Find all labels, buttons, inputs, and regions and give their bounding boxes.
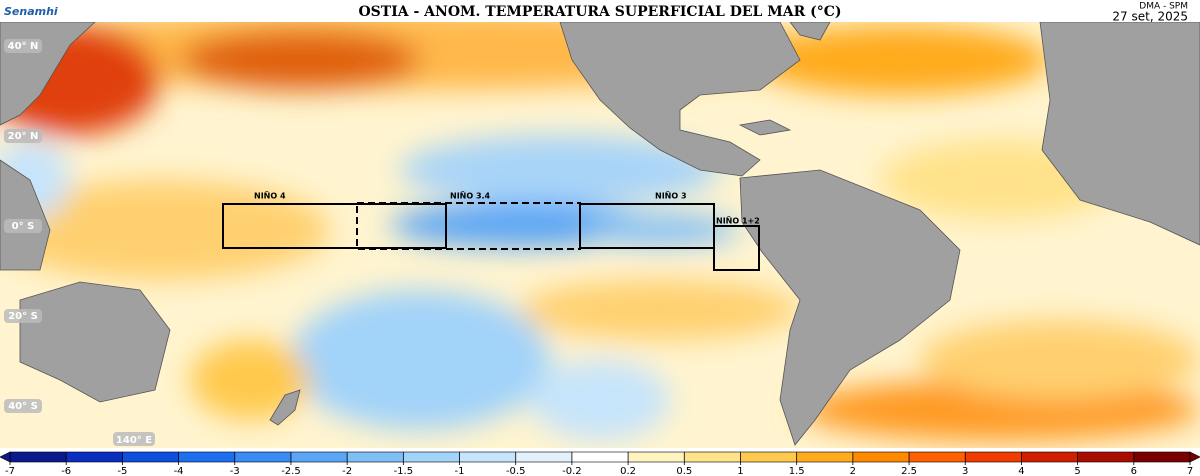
lon-label: 140° E bbox=[116, 435, 152, 446]
nino12-box bbox=[713, 225, 760, 271]
colorbar-tick-label: -1 bbox=[455, 466, 465, 476]
colorbar-segment bbox=[10, 452, 67, 462]
colorbar-segment bbox=[1021, 452, 1079, 462]
colorbar-segment bbox=[459, 452, 517, 462]
colorbar-segment bbox=[740, 452, 798, 462]
colorbar-tick-label: -2.5 bbox=[281, 466, 301, 476]
logo: Senamhi bbox=[4, 5, 58, 18]
lat-label-box bbox=[4, 219, 42, 233]
colorbar-tick-label: 2.5 bbox=[901, 466, 917, 476]
colorbar-segment bbox=[628, 452, 685, 462]
lat-label: 20° S bbox=[8, 311, 38, 322]
lat-label-box bbox=[4, 309, 42, 323]
lon-label-box bbox=[113, 432, 155, 446]
colorbar-segment bbox=[403, 452, 461, 462]
colorbar-segment bbox=[1133, 452, 1191, 462]
region-label: NIÑO 4 bbox=[254, 191, 286, 201]
lat-labels: 40° N 20° N 0° S 20° S 40° S bbox=[4, 39, 42, 413]
colorbar-tick-label: 0.5 bbox=[676, 466, 692, 476]
colorbar-tick-label: -5 bbox=[117, 466, 127, 476]
colorbar-tick-label: -4 bbox=[174, 466, 184, 476]
region-label: NIÑO 1+2 bbox=[716, 216, 760, 226]
colorbar-tick-label: 5 bbox=[1074, 466, 1080, 476]
colorbar: -7 -6 -5 -4 -3 -2.5 -2 -1.5 -1 -0.5 -0.2 0.2 0.5 1 1.5… bbox=[0, 451, 1200, 476]
lat-label: 40° N bbox=[8, 41, 39, 52]
colorbar-tick-label: 7 bbox=[1187, 466, 1193, 476]
colorbar-tick-label: -0.2 bbox=[562, 466, 582, 476]
colorbar-segment bbox=[515, 452, 573, 462]
colorbar-tick-label: 0.2 bbox=[620, 466, 636, 476]
colorbar-segment bbox=[571, 452, 629, 462]
colorbar-tick-label: 2 bbox=[850, 466, 856, 476]
colorbar-segment bbox=[290, 452, 348, 462]
colorbar-segment bbox=[234, 452, 292, 462]
colorbar-segment bbox=[66, 452, 123, 462]
colorbar-segment bbox=[684, 452, 741, 462]
colorbar-tick-label: 1 bbox=[737, 466, 743, 476]
anomaly-field bbox=[0, 22, 1200, 440]
region-label: NIÑO 3 bbox=[655, 191, 687, 201]
colorbar-segment bbox=[347, 452, 404, 462]
nino-boxes bbox=[222, 202, 760, 271]
colorbar-segment bbox=[965, 452, 1022, 462]
lat-label-box bbox=[4, 399, 42, 413]
colorbar-tick-label: 3 bbox=[962, 466, 968, 476]
land bbox=[0, 22, 1200, 446]
colorbar-tick-label: -7 bbox=[5, 466, 15, 476]
map: NIÑO 4 NIÑO 3.4 NIÑO 3 NIÑO 1+2 40° N 20°… bbox=[0, 22, 1200, 448]
colorbar-tick-label: -1.5 bbox=[394, 466, 414, 476]
colorbar-tick-label: 6 bbox=[1131, 466, 1137, 476]
colorbar-tick-label: 1.5 bbox=[789, 466, 805, 476]
lat-label-box bbox=[4, 39, 42, 53]
region-label: NIÑO 3.4 bbox=[450, 191, 491, 201]
nino-labels: NIÑO 4 NIÑO 3.4 NIÑO 3 NIÑO 1+2 bbox=[254, 191, 760, 226]
lat-label: 20° N bbox=[8, 131, 39, 142]
lat-label: 0° S bbox=[12, 221, 35, 232]
lat-label: 40° S bbox=[8, 401, 38, 412]
colorbar-segment bbox=[1077, 452, 1135, 462]
source: DMA - SPM bbox=[1139, 2, 1188, 12]
colorbar-segment bbox=[852, 452, 910, 462]
colorbar-segment bbox=[122, 452, 180, 462]
nino4-box bbox=[222, 203, 447, 249]
lat-label-box bbox=[4, 129, 42, 143]
colorbar-tick-label: -2 bbox=[342, 466, 352, 476]
colorbar-tick-label: -6 bbox=[61, 466, 71, 476]
colorbar-segment bbox=[796, 452, 854, 462]
colorbar-tick-label: 4 bbox=[1018, 466, 1024, 476]
date: 27 set, 2025 bbox=[1112, 10, 1188, 24]
colorbar-segment bbox=[909, 452, 966, 462]
colorbar-tick-label: -0.5 bbox=[506, 466, 526, 476]
title: OSTIA - ANOM. TEMPERATURA SUPERFICIAL DE… bbox=[358, 4, 841, 20]
colorbar-segment bbox=[178, 452, 236, 462]
colorbar-tick-label: -3 bbox=[230, 466, 240, 476]
